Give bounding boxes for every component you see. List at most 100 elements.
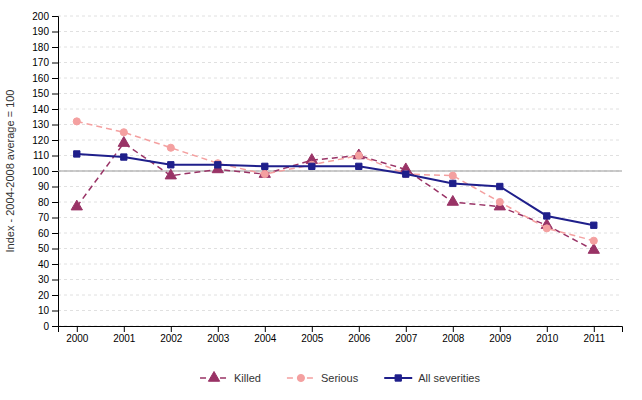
y-tick-mark <box>52 125 58 126</box>
y-tick: 40 <box>38 259 58 270</box>
series-point <box>121 154 127 160</box>
x-tick-label: 2005 <box>301 333 324 344</box>
x-tick: 2010 <box>536 326 559 344</box>
x-tick-mark <box>77 326 78 332</box>
y-tick-label: 50 <box>38 243 50 254</box>
series-point <box>71 200 82 210</box>
y-tick-mark <box>52 32 58 33</box>
y-tick-mark <box>52 280 58 281</box>
x-tick-mark <box>359 326 360 332</box>
y-tick-label: 120 <box>32 135 49 146</box>
legend-symbol <box>208 371 219 381</box>
series-line <box>77 143 594 250</box>
x-tick-label: 2007 <box>395 333 418 344</box>
y-tick-label: 0 <box>43 321 49 332</box>
y-tick: 50 <box>38 243 58 254</box>
grid-line <box>58 202 622 203</box>
y-tick-label: 200 <box>32 11 49 22</box>
y-tick-mark <box>52 249 58 250</box>
y-tick-mark <box>52 326 58 327</box>
legend-label: All severities <box>418 372 480 384</box>
y-tick-label: 10 <box>38 305 50 316</box>
legend-label: Killed <box>234 372 261 384</box>
series-point <box>261 171 268 178</box>
series-point <box>543 225 550 232</box>
y-tick: 90 <box>38 181 58 192</box>
plot: 2000200120022003200420052006200720082009… <box>4 11 623 344</box>
x-tick-label: 2003 <box>207 333 230 344</box>
x-tick-mark <box>265 326 266 332</box>
y-tick-label: 170 <box>32 57 49 68</box>
legend-item: Killed <box>200 371 261 383</box>
y-tick-mark <box>52 63 58 64</box>
x-tick-label: 2001 <box>113 333 136 344</box>
y-tick: 80 <box>38 197 58 208</box>
x-tick: 2006 <box>348 326 371 344</box>
y-tick-label: 70 <box>38 212 50 223</box>
y-tick-label: 130 <box>32 119 49 130</box>
legend-item: All severities <box>384 372 480 384</box>
x-tick: 2005 <box>301 326 324 344</box>
y-tick: 180 <box>32 42 58 53</box>
y-tick-mark <box>52 264 58 265</box>
series-point <box>544 213 550 219</box>
x-tick-mark <box>500 326 501 332</box>
grid-line <box>58 186 622 187</box>
x-tick: 2011 <box>584 326 606 344</box>
y-tick-mark <box>52 295 58 296</box>
y-tick: 0 <box>43 321 58 332</box>
y-tick-label: 80 <box>38 197 50 208</box>
grid <box>58 16 622 326</box>
y-tick: 70 <box>38 212 58 223</box>
series-point <box>74 151 80 157</box>
series-point <box>118 137 129 147</box>
chart: 2000200120022003200420052006200720082009… <box>0 0 642 400</box>
y-tick: 190 <box>32 26 58 37</box>
x-tick-mark <box>594 326 595 332</box>
x-tick-label: 2010 <box>536 333 559 344</box>
y-tick-label: 40 <box>38 259 50 270</box>
grid-line <box>58 171 622 172</box>
y-tick: 20 <box>38 290 58 301</box>
series-point <box>215 162 221 168</box>
reference-line <box>58 171 622 172</box>
y-tick-label: 90 <box>38 181 50 192</box>
y-tick: 10 <box>38 305 58 316</box>
x-tick-mark <box>406 326 407 332</box>
series-point <box>450 180 456 186</box>
grid-line <box>58 47 622 48</box>
grid-line <box>58 78 622 79</box>
series-point <box>590 237 597 244</box>
y-tick: 120 <box>32 135 58 146</box>
x-tick: 2008 <box>442 326 465 344</box>
x-tick-label: 2009 <box>489 333 512 344</box>
y-tick: 100 <box>32 166 58 177</box>
grid-line <box>58 310 622 311</box>
y-tick-mark <box>52 218 58 219</box>
legend-symbol <box>297 374 304 381</box>
series-point <box>120 129 127 136</box>
y-tick: 30 <box>38 274 58 285</box>
y-tick: 150 <box>32 88 58 99</box>
series-line <box>77 154 594 225</box>
x-axis: 2000200120022003200420052006200720082009… <box>59 326 623 344</box>
x-tick-label: 2000 <box>66 333 89 344</box>
x-tick-mark <box>124 326 125 332</box>
grid-line <box>58 217 622 218</box>
marks <box>58 118 622 253</box>
y-tick-label: 150 <box>32 88 49 99</box>
y-tick-mark <box>52 187 58 188</box>
x-tick-mark <box>218 326 219 332</box>
grid-line <box>58 264 622 265</box>
grid-line <box>58 295 622 296</box>
x-tick: 2004 <box>254 326 277 344</box>
y-tick-mark <box>52 202 58 203</box>
y-tick-mark <box>52 140 58 141</box>
y-tick-label: 110 <box>33 150 49 161</box>
grid-line <box>58 62 622 63</box>
legend-symbol <box>395 375 401 381</box>
series-point <box>262 163 268 169</box>
series-point <box>165 169 176 179</box>
legend-label: Serious <box>321 372 359 384</box>
series-point <box>449 172 456 179</box>
